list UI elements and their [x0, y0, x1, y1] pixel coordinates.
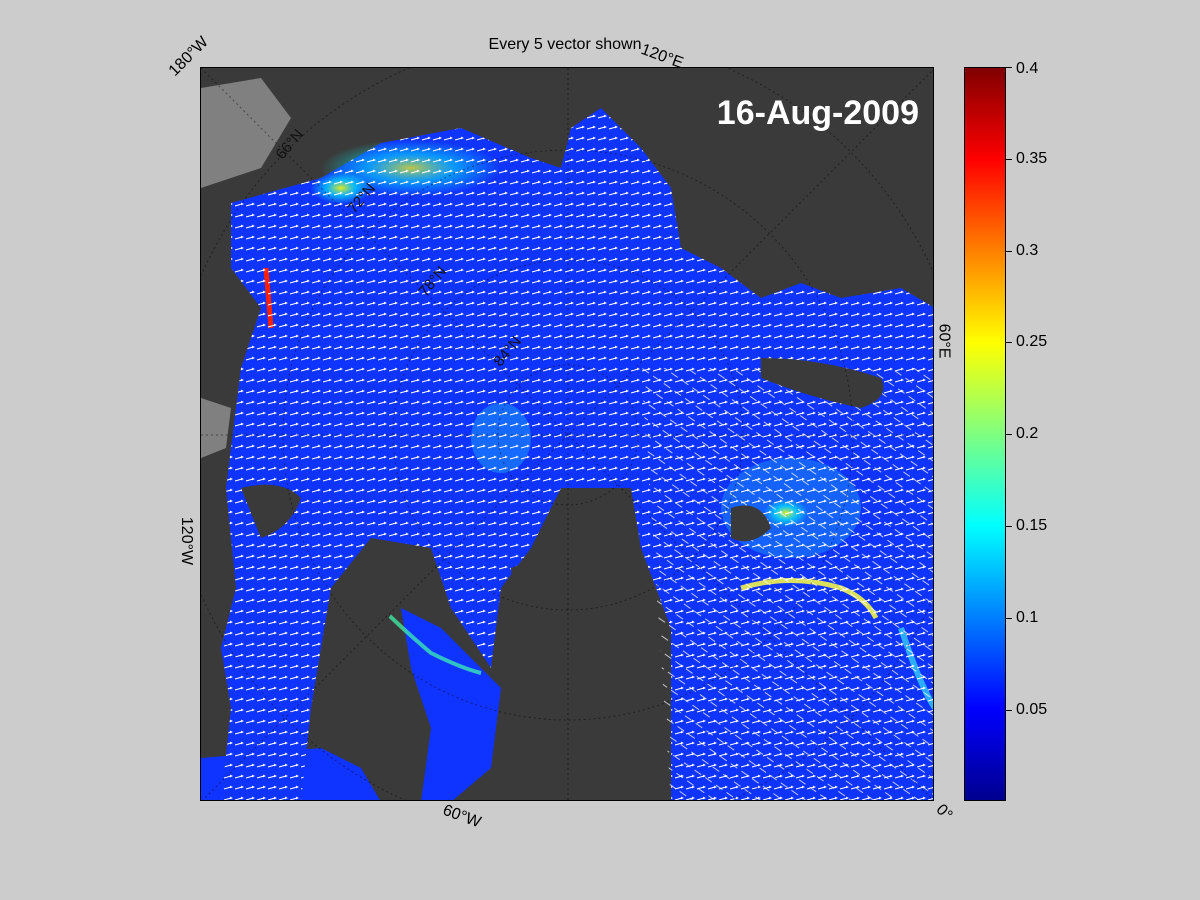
colorbar-tick-label: 0.4	[1016, 60, 1039, 77]
island	[351, 578, 401, 628]
novaya-zemlya	[761, 358, 884, 408]
colorbar-tick-label: 0.3	[1016, 242, 1039, 259]
colorbar-tick	[1006, 618, 1012, 619]
date-label: 16-Aug-2009	[716, 94, 919, 132]
lon-label-60e: 60°E	[935, 323, 953, 359]
colorbar-tick-label: 0.05	[1016, 701, 1048, 718]
ice-free-land	[201, 398, 231, 458]
colorbar-tick	[1006, 434, 1012, 435]
colorbar-tick	[1006, 251, 1012, 252]
colorbar-tick	[1006, 526, 1012, 527]
graticule	[201, 68, 933, 800]
colorbar-tick-label: 0.25	[1016, 333, 1048, 350]
colorbar-tick	[1006, 342, 1012, 343]
drift-map: 16-Aug-2009 66°N 72°N 78°N 84°N	[200, 67, 934, 801]
colorbar-tick-label: 0.35	[1016, 150, 1048, 167]
greenland	[507, 558, 644, 800]
colorbar-tick	[1006, 159, 1012, 160]
plot-title: Every 5 vector shown	[488, 36, 642, 53]
lon-label-0: 0°	[932, 801, 956, 825]
colorbar-tick-label: 0.15	[1016, 517, 1048, 534]
colorbar-tick	[1006, 710, 1012, 711]
map-canvas	[201, 68, 933, 800]
colorbar-tick-label: 0.1	[1016, 609, 1039, 626]
svalbard	[731, 505, 771, 542]
lon-label-120w: 120°W	[178, 516, 196, 566]
colorbar-tick	[1006, 67, 1012, 68]
island	[241, 484, 301, 538]
lon-label-60w: 60°W	[440, 801, 484, 832]
sea-ice-drift-field	[201, 108, 933, 800]
colorbar-tick-label: 0.2	[1016, 425, 1039, 442]
ice-free-land	[201, 78, 291, 188]
colorbar	[964, 67, 1006, 801]
